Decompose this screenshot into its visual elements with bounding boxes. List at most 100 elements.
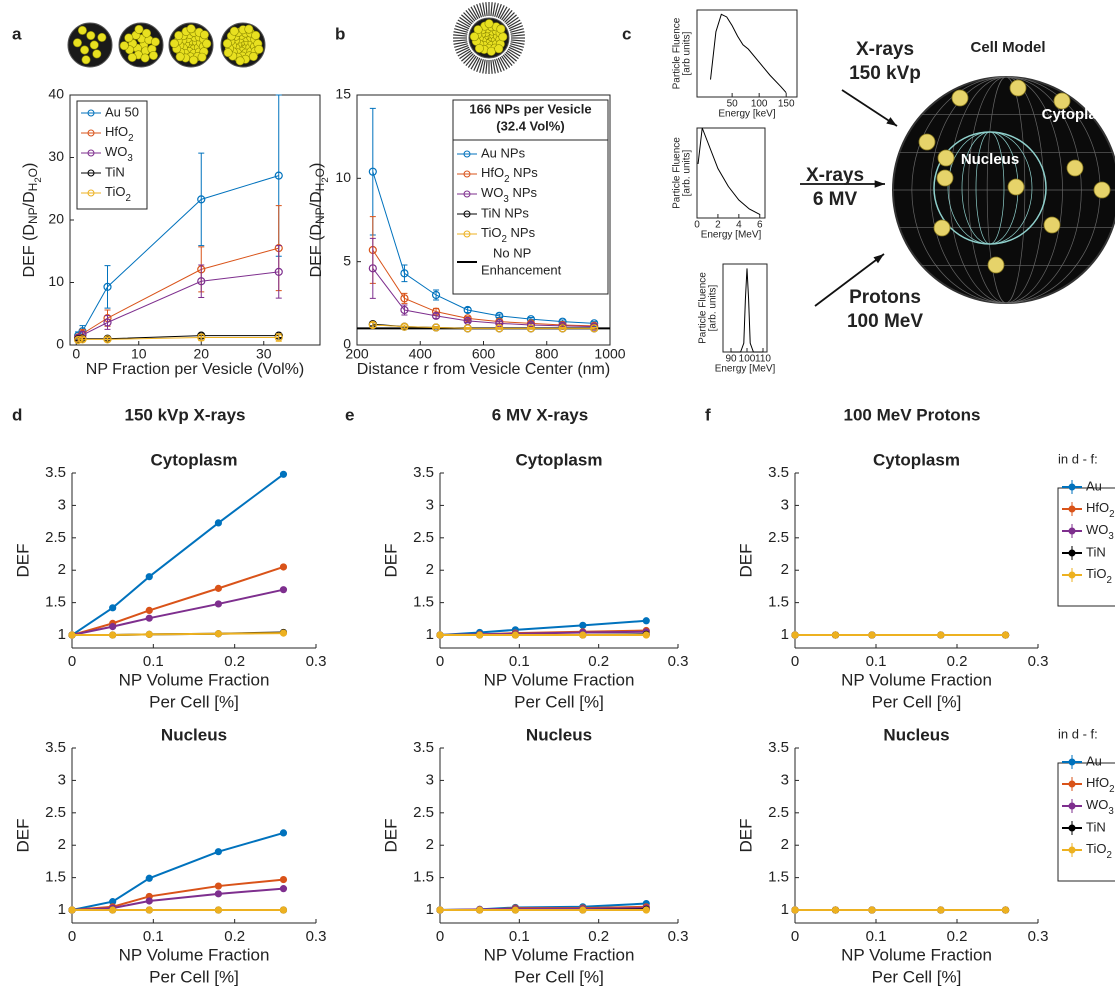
x-tick-label: 0.2 [947,928,968,945]
marker [280,907,286,913]
shell-line [491,60,492,74]
region-label: Nucleus [961,151,1019,168]
y-tick-label: 2.5 [768,529,789,546]
panel-title: 100 MeV Protons [844,405,981,424]
nanoparticle-icon [189,56,197,64]
x-axis-label: Energy [MeV] [715,364,776,375]
panel-letter: a [12,24,22,43]
nanoparticle-icon [93,50,101,58]
y-tick-label: 1.5 [45,594,66,611]
marker [433,292,440,299]
nanoparticle-icon [245,25,253,33]
y-tick-label: 20 [48,211,64,227]
series-line [72,567,283,635]
nanoparticle-icon [120,41,128,49]
y-axis-label-part: /D [308,191,325,207]
nanoparticle-icon [90,41,98,49]
arrow-head [875,180,885,188]
y-axis-label: DEF [736,544,755,578]
marker [401,323,408,330]
x-tick-label: 0.3 [306,928,327,945]
marker [280,587,286,593]
x-axis-label: Per Cell [%] [149,967,239,986]
y-tick-label: 1.5 [768,594,789,611]
figure: Cell ModelCytoplasmNucleusX-rays150 kVpX… [0,0,1115,988]
marker [280,471,286,477]
y-tick-label: 2 [58,561,66,578]
series-line [72,880,283,910]
beam-label: 100 MeV [847,311,923,332]
marker [437,632,443,638]
x-tick-label: 30 [256,346,272,362]
x-tick-label: 0.1 [509,928,530,945]
chart: 00.10.20.311.522.533.5NP Volume Fraction… [736,450,1115,711]
x-tick-label: 0.2 [947,653,968,670]
y-tick-label: 1.5 [413,594,434,611]
vesicle [938,150,954,166]
marker [401,307,408,314]
y-tick-label: 3.5 [768,464,789,481]
series-line [711,14,787,92]
legend-label: No NP [493,245,531,260]
marker [104,283,111,290]
x-tick-label: 10 [131,346,147,362]
shell-line [486,2,487,16]
marker [280,886,286,892]
nanoparticle-icon [187,25,195,33]
shell-line [486,60,487,74]
marker [938,632,944,638]
x-tick-label: 0.1 [866,928,887,945]
nanoparticle-icon [497,25,505,33]
marker [146,875,152,881]
vesicle [1067,160,1083,176]
shell-line [453,40,467,41]
panel-letter: d [12,405,22,424]
x-axis-label: NP Volume Fraction [484,945,635,964]
nanoparticle-icon [200,31,208,39]
vesicle [952,90,968,106]
marker [198,196,205,203]
x-tick-label: 0.2 [588,653,609,670]
marker [833,632,839,638]
legend-label: TiN [1086,819,1106,834]
marker [110,605,116,611]
axes-box [697,10,797,97]
x-tick-label: 0.1 [866,653,887,670]
y-tick-label: 3 [426,496,434,513]
x-axis-label: NP Volume Fraction [484,670,635,689]
nanoparticle-icon [135,25,143,33]
panel-letter: e [345,405,354,424]
series-line [698,128,760,214]
y-tick-label: 1 [58,901,66,918]
y-tick-label: 2.5 [45,529,66,546]
shell-line [491,2,492,16]
legend-label: Au 50 [105,104,139,119]
y-tick-label: 1.5 [413,869,434,886]
marker [69,632,75,638]
nanoparticle-icon [141,54,149,62]
shell-line [453,35,467,36]
y-axis-label: [arb. units] [708,284,719,331]
marker [275,172,282,179]
x-axis-label: Energy [keV] [718,109,775,120]
y-tick-label: 3.5 [45,739,66,756]
chart: 00.10.20.311.522.533.5NP Volume Fraction… [13,725,326,986]
series-line [72,590,283,635]
vesicle [937,170,953,186]
y-tick-label: 2 [426,836,434,853]
marker [146,607,152,613]
marker [591,325,598,332]
marker [1003,907,1009,913]
legend-label: TiN [105,164,125,179]
x-tick-label: 800 [535,346,559,362]
y-tick-label: 3.5 [768,739,789,756]
marker [146,907,152,913]
panel-title: 6 MV X-rays [492,405,588,424]
nanoparticle-icon [78,26,86,34]
x-tick-label: 0 [68,928,76,945]
y-tick-label: 10 [48,273,64,289]
marker [215,907,221,913]
y-axis-label-part: DEF (D [21,224,38,277]
x-axis-label: NP Volume Fraction [841,670,992,689]
marker [146,631,152,637]
